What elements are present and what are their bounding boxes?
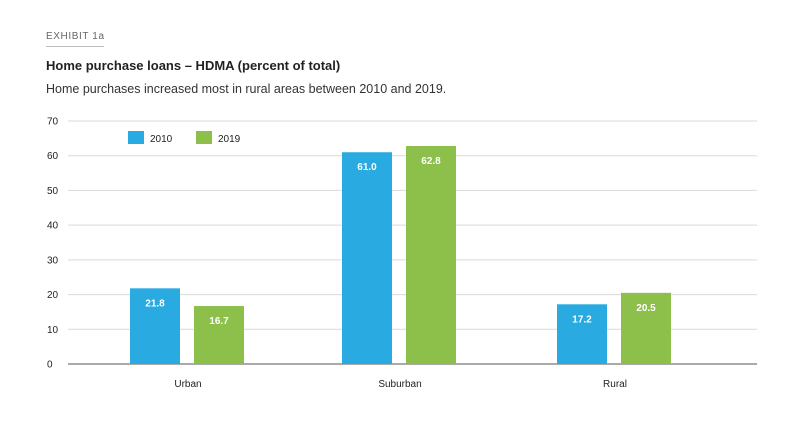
category-label: Urban xyxy=(174,379,201,390)
data-label: 20.5 xyxy=(636,303,656,314)
bar-2019-rural xyxy=(621,292,671,364)
bar-2010-urban xyxy=(130,288,180,364)
bar-2019-urban xyxy=(194,306,244,364)
category-label: Rural xyxy=(603,379,627,390)
y-tick-label: 10 xyxy=(47,325,59,336)
data-label: 21.8 xyxy=(145,298,165,309)
y-tick-label: 0 xyxy=(47,360,53,371)
category-label: Suburban xyxy=(378,379,421,390)
data-label: 16.7 xyxy=(209,316,229,327)
exhibit-label: EXHIBIT 1a xyxy=(46,31,105,42)
bar-2010-suburban xyxy=(342,152,392,364)
y-tick-label: 40 xyxy=(47,221,59,232)
y-tick-label: 60 xyxy=(47,151,59,162)
legend-label: 2019 xyxy=(218,134,241,145)
y-tick-label: 20 xyxy=(47,290,59,301)
exhibit-divider xyxy=(46,46,104,47)
data-label: 17.2 xyxy=(572,314,592,325)
legend-swatch-2010 xyxy=(128,131,144,144)
bar-2010-rural xyxy=(557,304,607,364)
y-tick-label: 50 xyxy=(47,186,59,197)
data-label: 61.0 xyxy=(357,162,377,173)
data-label: 62.8 xyxy=(421,156,441,167)
chart-title: Home purchase loans – HDMA (percent of t… xyxy=(46,58,341,73)
y-tick-label: 30 xyxy=(47,255,59,266)
bar-2019-suburban xyxy=(406,145,456,364)
chart-subtitle: Home purchases increased most in rural a… xyxy=(46,82,447,96)
legend-label: 2010 xyxy=(150,134,173,145)
y-tick-label: 70 xyxy=(47,117,59,128)
legend-swatch-2019 xyxy=(196,131,212,144)
